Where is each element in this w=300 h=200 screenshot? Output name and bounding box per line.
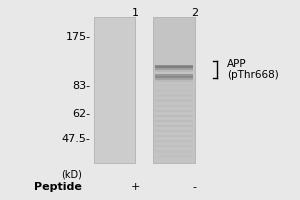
Bar xyxy=(155,110,193,112)
Bar xyxy=(155,74,193,78)
Bar xyxy=(155,140,193,142)
Bar xyxy=(155,155,193,158)
Bar xyxy=(155,120,193,122)
Text: 83-: 83- xyxy=(72,81,91,91)
Bar xyxy=(155,76,193,80)
Bar xyxy=(155,135,193,137)
Text: APP
(pThr668): APP (pThr668) xyxy=(227,59,279,80)
Text: -: - xyxy=(193,182,196,192)
Bar xyxy=(155,68,193,72)
Bar xyxy=(155,125,193,127)
Bar xyxy=(155,89,193,92)
Bar xyxy=(155,145,193,147)
Bar xyxy=(155,105,193,107)
Bar xyxy=(155,115,193,117)
Bar xyxy=(155,130,193,132)
Bar xyxy=(153,17,195,163)
Bar xyxy=(155,66,193,70)
Bar xyxy=(94,17,135,163)
Text: 1: 1 xyxy=(132,8,139,18)
Text: (kD): (kD) xyxy=(61,170,82,180)
Bar xyxy=(155,78,193,82)
Bar xyxy=(155,150,193,153)
Bar xyxy=(155,99,193,102)
Text: 47.5-: 47.5- xyxy=(62,134,91,144)
Bar xyxy=(155,94,193,97)
Text: 175-: 175- xyxy=(65,32,91,42)
Text: 62-: 62- xyxy=(72,109,91,119)
Text: 2: 2 xyxy=(191,8,198,18)
Bar xyxy=(155,64,193,68)
Bar xyxy=(155,84,193,87)
Text: Peptide: Peptide xyxy=(34,182,82,192)
Text: +: + xyxy=(130,182,140,192)
